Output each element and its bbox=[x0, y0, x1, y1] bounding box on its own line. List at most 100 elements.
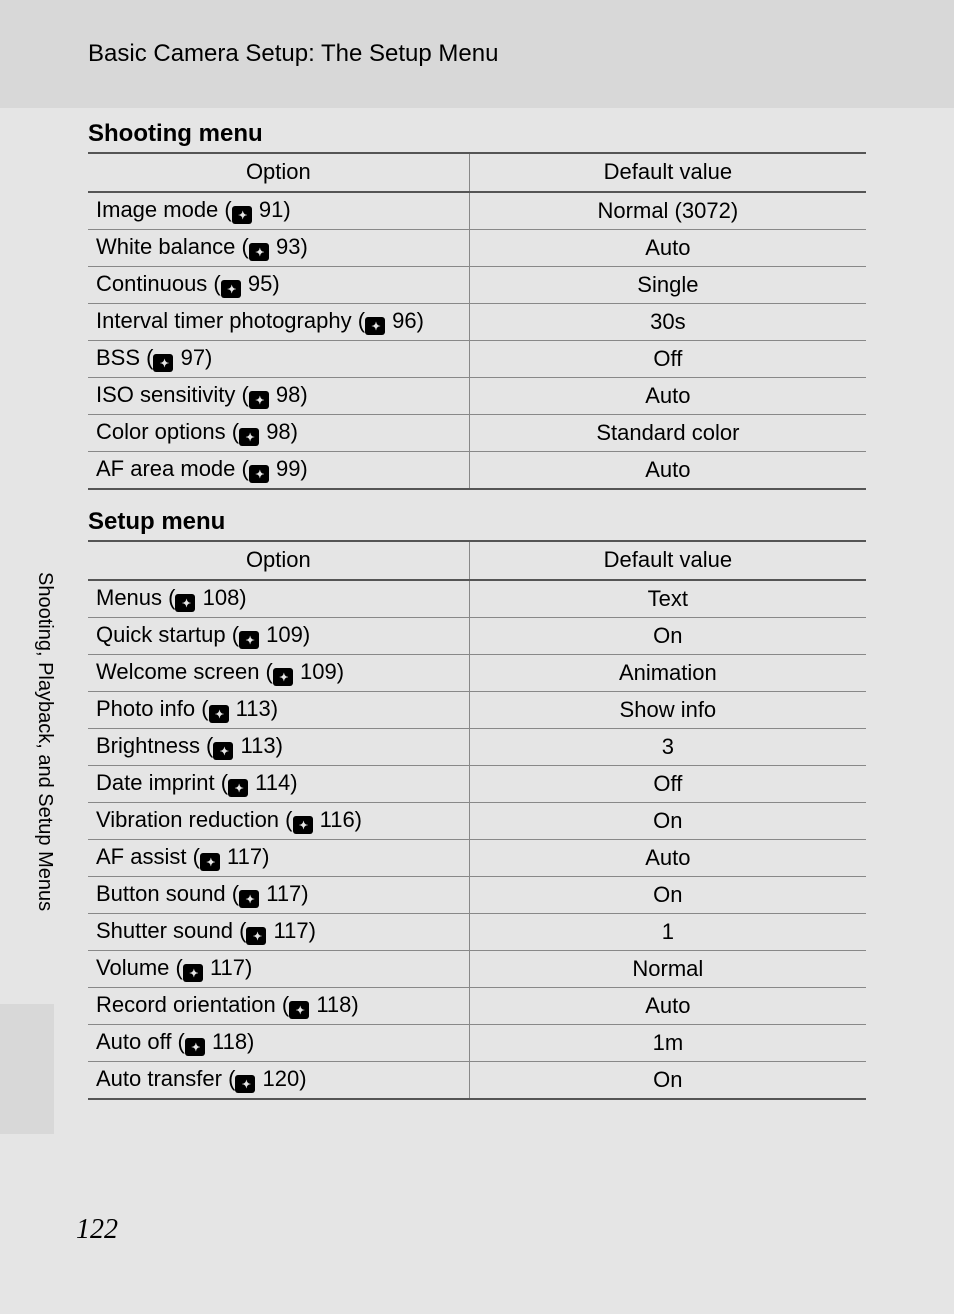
option-cell: Auto off ( 118) bbox=[88, 1025, 469, 1062]
option-label: Photo info ( bbox=[96, 696, 209, 721]
option-cell: Interval timer photography ( 96) bbox=[88, 304, 469, 341]
page-ref-icon bbox=[232, 206, 252, 224]
page-ref-number: 108) bbox=[196, 585, 246, 610]
default-value-cell: 1 bbox=[469, 914, 866, 951]
side-tab-label: Shooting, Playback, and Setup Menus bbox=[33, 572, 56, 911]
page-ref-icon bbox=[209, 705, 229, 723]
table-row: Volume ( 117)Normal bbox=[88, 951, 866, 988]
page-ref-number: 91) bbox=[253, 197, 291, 222]
page-ref-icon bbox=[249, 243, 269, 261]
default-value-cell: Text bbox=[469, 580, 866, 618]
page-ref-icon bbox=[183, 964, 203, 982]
option-cell: Vibration reduction ( 116) bbox=[88, 803, 469, 840]
option-cell: Date imprint ( 114) bbox=[88, 766, 469, 803]
page-content: Shooting menu Option Default value Image… bbox=[88, 120, 866, 1100]
default-value-cell: Animation bbox=[469, 655, 866, 692]
table-row: Button sound ( 117)On bbox=[88, 877, 866, 914]
option-cell: Menus ( 108) bbox=[88, 580, 469, 618]
page-ref-number: 109) bbox=[294, 659, 344, 684]
page-header: Basic Camera Setup: The Setup Menu bbox=[0, 0, 954, 108]
default-value-cell: Auto bbox=[469, 840, 866, 877]
page-ref-icon bbox=[239, 631, 259, 649]
page-number: 122 bbox=[76, 1214, 118, 1246]
default-value-cell: 30s bbox=[469, 304, 866, 341]
default-value-cell: Standard color bbox=[469, 415, 866, 452]
page-ref-icon bbox=[228, 779, 248, 797]
page-ref-number: 96) bbox=[386, 308, 424, 333]
page-ref-number: 116) bbox=[314, 807, 363, 832]
page-ref-number: 98) bbox=[260, 419, 298, 444]
default-value-cell: Normal bbox=[469, 951, 866, 988]
option-cell: Welcome screen ( 109) bbox=[88, 655, 469, 692]
table-row: Menus ( 108)Text bbox=[88, 580, 866, 618]
table-row: White balance ( 93)Auto bbox=[88, 230, 866, 267]
option-label: Image mode ( bbox=[96, 197, 232, 222]
page-ref-icon bbox=[153, 354, 173, 372]
table-row: Date imprint ( 114)Off bbox=[88, 766, 866, 803]
option-label: Interval timer photography ( bbox=[96, 308, 365, 333]
default-value-cell: On bbox=[469, 618, 866, 655]
page-ref-number: 93) bbox=[270, 234, 308, 259]
table-row: Welcome screen ( 109)Animation bbox=[88, 655, 866, 692]
option-cell: Continuous ( 95) bbox=[88, 267, 469, 304]
option-label: Color options ( bbox=[96, 419, 239, 444]
page-ref-number: 99) bbox=[270, 456, 308, 481]
page-ref-icon bbox=[235, 1075, 255, 1093]
setup-menu-table: Option Default value Menus ( 108)TextQui… bbox=[88, 540, 866, 1100]
page-ref-number: 95) bbox=[242, 271, 280, 296]
default-value-cell: Off bbox=[469, 766, 866, 803]
page-ref-number: 98) bbox=[270, 382, 308, 407]
option-cell: Color options ( 98) bbox=[88, 415, 469, 452]
default-value-cell: 3 bbox=[469, 729, 866, 766]
page-ref-icon bbox=[200, 853, 220, 871]
option-label: White balance ( bbox=[96, 234, 249, 259]
page-ref-icon bbox=[185, 1038, 205, 1056]
table-row: Image mode ( 91)Normal (3072) bbox=[88, 192, 866, 230]
table-row: Auto transfer ( 120)On bbox=[88, 1062, 866, 1100]
option-label: Menus ( bbox=[96, 585, 175, 610]
option-cell: AF assist ( 117) bbox=[88, 840, 469, 877]
table-row: BSS ( 97)Off bbox=[88, 341, 866, 378]
default-value-cell: Auto bbox=[469, 378, 866, 415]
page-title: Basic Camera Setup: The Setup Menu bbox=[88, 40, 498, 68]
option-label: Button sound ( bbox=[96, 881, 239, 906]
page-ref-number: 120) bbox=[256, 1066, 306, 1091]
option-label: ISO sensitivity ( bbox=[96, 382, 249, 407]
page-ref-number: 109) bbox=[260, 622, 310, 647]
column-header-option: Option bbox=[88, 153, 469, 192]
option-label: AF assist ( bbox=[96, 844, 200, 869]
option-cell: Button sound ( 117) bbox=[88, 877, 469, 914]
table-row: Interval timer photography ( 96)30s bbox=[88, 304, 866, 341]
option-cell: AF area mode ( 99) bbox=[88, 452, 469, 490]
option-label: Shutter sound ( bbox=[96, 918, 246, 943]
page-ref-icon bbox=[221, 280, 241, 298]
side-tab-indicator bbox=[0, 1004, 54, 1134]
page-ref-number: 97) bbox=[174, 345, 212, 370]
option-label: Auto off ( bbox=[96, 1029, 185, 1054]
option-cell: Record orientation ( 118) bbox=[88, 988, 469, 1025]
option-label: Vibration reduction ( bbox=[96, 807, 293, 832]
column-header-default: Default value bbox=[469, 153, 866, 192]
option-cell: Volume ( 117) bbox=[88, 951, 469, 988]
table-row: Photo info ( 113)Show info bbox=[88, 692, 866, 729]
option-cell: Quick startup ( 109) bbox=[88, 618, 469, 655]
page-ref-icon bbox=[289, 1001, 309, 1019]
default-value-cell: Off bbox=[469, 341, 866, 378]
table-row: Color options ( 98)Standard color bbox=[88, 415, 866, 452]
page-ref-icon bbox=[249, 465, 269, 483]
table-row: Record orientation ( 118)Auto bbox=[88, 988, 866, 1025]
default-value-cell: Show info bbox=[469, 692, 866, 729]
option-label: Continuous ( bbox=[96, 271, 221, 296]
page-ref-number: 117) bbox=[204, 955, 253, 980]
default-value-cell: Single bbox=[469, 267, 866, 304]
page-ref-number: 117) bbox=[260, 881, 309, 906]
page-ref-icon bbox=[365, 317, 385, 335]
option-cell: Auto transfer ( 120) bbox=[88, 1062, 469, 1100]
default-value-cell: On bbox=[469, 877, 866, 914]
page-ref-number: 117) bbox=[221, 844, 270, 869]
option-label: Brightness ( bbox=[96, 733, 213, 758]
option-label: Auto transfer ( bbox=[96, 1066, 235, 1091]
table-row: AF area mode ( 99)Auto bbox=[88, 452, 866, 490]
page-ref-icon bbox=[239, 890, 259, 908]
default-value-cell: On bbox=[469, 1062, 866, 1100]
